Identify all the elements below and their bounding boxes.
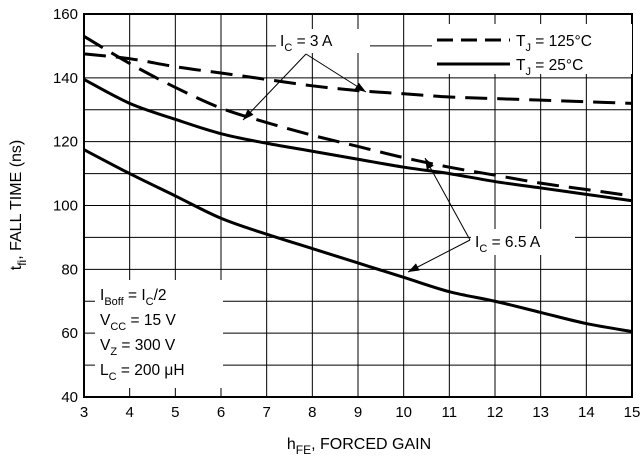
x-tick-label-13: 13 xyxy=(532,404,549,421)
annotation-ic-3a-background xyxy=(276,29,370,53)
x-tick-label-12: 12 xyxy=(487,404,504,421)
condition-line-4: LC = 200 μH xyxy=(100,362,185,383)
condition-3-part-3: = 300 V xyxy=(117,337,176,354)
x-axis-label: hFE, FORCED GAIN xyxy=(287,436,431,457)
condition-4-part-2: C xyxy=(109,371,117,383)
x-tick-label-11: 11 xyxy=(442,404,458,421)
x-tick-label-7: 7 xyxy=(262,404,270,421)
y-tick-label-60: 60 xyxy=(61,325,78,342)
x-tick-label-14: 14 xyxy=(578,404,595,421)
legend: TJ = 125°C TJ = 25°C xyxy=(432,24,632,78)
y-tick-label-100: 100 xyxy=(53,198,78,215)
x-tick-label-5: 5 xyxy=(171,404,179,421)
condition-2-part-1: V xyxy=(100,312,111,329)
annotation-arrows xyxy=(242,53,471,273)
x-tick-label-8: 8 xyxy=(308,404,316,421)
y-tick-label-40: 40 xyxy=(61,389,78,406)
annotation-ic-3a: IC = 3 A xyxy=(280,33,333,54)
condition-1-part-2: Boff xyxy=(104,296,124,308)
annotation-ic-6-5a: IC = 6.5 A xyxy=(475,234,541,255)
condition-3-part-2: Z xyxy=(110,346,117,358)
series-layer xyxy=(83,35,633,334)
y-axis-label: tfi, FALL TIME (ns) xyxy=(8,140,29,270)
annotation-ic-6-5a-background xyxy=(471,229,575,255)
arrow-ic-6-5a-dashed-line xyxy=(424,157,471,241)
condition-1-part-1: I xyxy=(100,287,104,304)
x-tick-label-4: 4 xyxy=(125,404,133,421)
legend-background xyxy=(432,24,632,74)
legend-label-tj125: TJ = 125°C xyxy=(516,33,592,54)
arrow-ic-3a-dashed-head xyxy=(354,82,366,92)
legend-label-tj25: TJ = 25°C xyxy=(516,57,583,78)
condition-4-part-3: = 200 μH xyxy=(117,362,185,379)
condition-line-2: VCC = 15 V xyxy=(100,312,176,333)
y-tick-label-160: 160 xyxy=(53,6,78,23)
y-tick-label-80: 80 xyxy=(61,261,78,278)
y-tick-label-120: 120 xyxy=(53,134,78,151)
condition-1-part-5: /2 xyxy=(154,287,167,304)
condition-3-part-1: V xyxy=(100,337,111,354)
condition-line-1: IBoff = IC/2 xyxy=(100,287,167,308)
x-tick-label-6: 6 xyxy=(217,404,225,421)
condition-2-part-3: = 15 V xyxy=(126,312,176,329)
x-tick-label-15: 15 xyxy=(624,404,641,421)
x-tick-label-10: 10 xyxy=(395,404,412,421)
condition-line-3: VZ = 300 V xyxy=(100,337,176,358)
tick-labels: 3 4 5 6 7 8 9 10 11 12 13 14 15 40 60 80 100 120 140 160 xyxy=(53,6,640,421)
plot-frame xyxy=(83,13,633,398)
condition-4-part-1: L xyxy=(100,362,109,379)
arrow-ic-3a-solid-line xyxy=(242,53,307,121)
arrow-ic-6-5a-solid-line xyxy=(407,239,471,273)
series-line-4 xyxy=(83,148,633,334)
arrow-ic-3a-solid-head xyxy=(243,109,254,120)
x-tick-label-3: 3 xyxy=(80,404,88,421)
series-line-2 xyxy=(83,35,633,198)
series-line-3 xyxy=(83,78,633,203)
condition-1-part-4: C xyxy=(146,296,154,308)
x-tick-label-9: 9 xyxy=(354,404,362,421)
condition-1-part-3: = I xyxy=(124,287,146,304)
series-line-1 xyxy=(83,52,633,105)
arrow-ic-6-5a-dashed-head xyxy=(425,158,434,170)
arrow-ic-3a-dashed-line xyxy=(305,53,367,93)
arrow-ic-6-5a-solid-head xyxy=(408,263,420,272)
condition-2-part-2: CC xyxy=(110,321,126,333)
y-tick-label-140: 140 xyxy=(53,70,78,87)
conditions-background xyxy=(95,280,223,388)
